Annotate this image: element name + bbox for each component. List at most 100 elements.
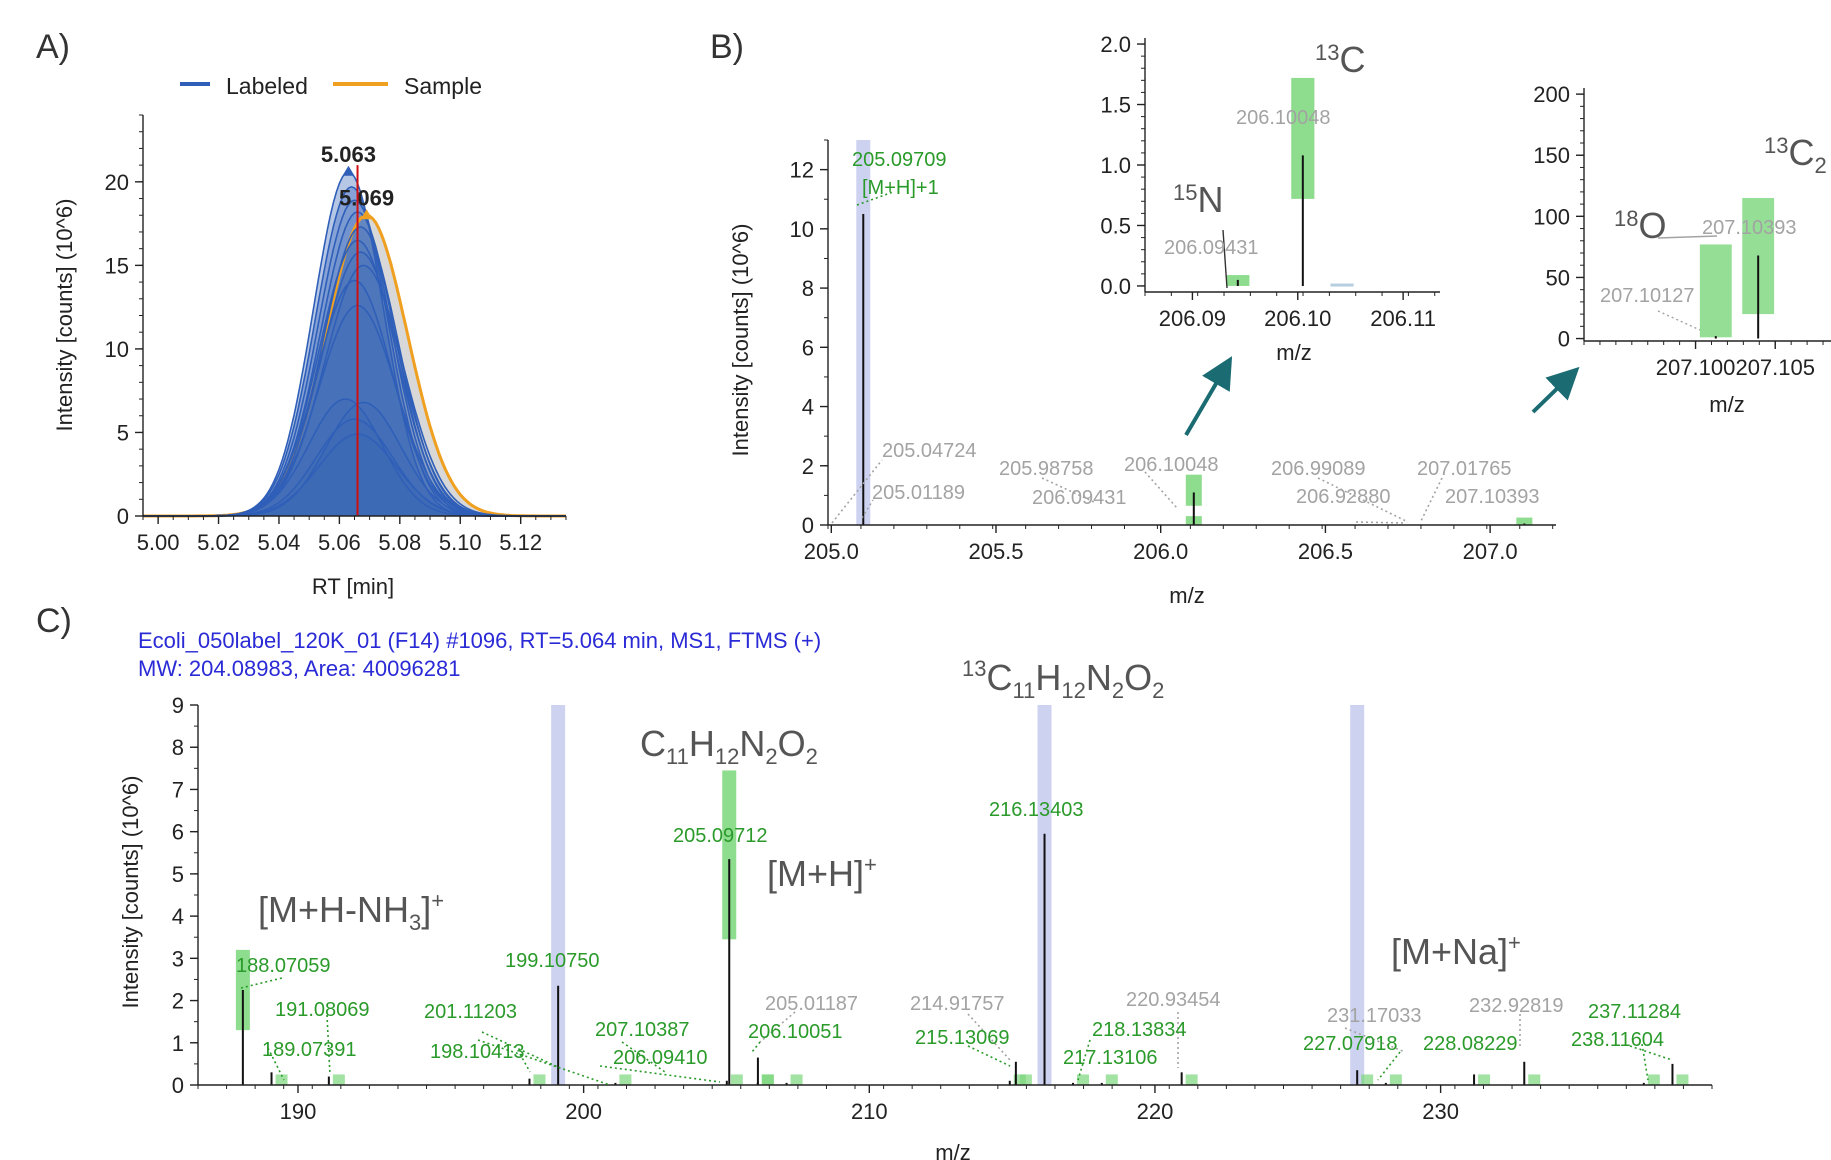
y-tick-label: 0 [1558, 327, 1570, 352]
y-tick-label: 150 [1533, 143, 1570, 168]
leader-c-206.10051 [751, 1041, 761, 1053]
isotope-tile [1647, 1074, 1660, 1085]
panel-b-ylabel: Intensity [counts] (10^6) [728, 224, 753, 457]
leader-c-191.08069 [326, 1014, 331, 1076]
x-tick-label: 5.10 [439, 530, 482, 555]
y-tick-label: 12 [790, 158, 814, 183]
leader-b-205.04724 [831, 459, 883, 524]
isotope-13c: 13C [1315, 39, 1365, 80]
y-tick-label: 0 [172, 1073, 184, 1098]
labeled-area [143, 305, 566, 516]
x-tick-label: 206.11 [1370, 306, 1436, 331]
y-tick-label: 1.0 [1100, 153, 1131, 178]
isotope-box [722, 770, 737, 940]
panel-a-ylabel: Intensity [counts] (10^6) [52, 199, 77, 432]
isotope-tile [619, 1074, 632, 1085]
c-label-205.01187: 205.01187 [765, 993, 858, 1015]
leader-c-206.09410 [599, 1065, 721, 1083]
x-tick-label: 206.5 [1298, 539, 1353, 564]
leader-c-237.11284 [1641, 1043, 1649, 1081]
y-tick-label: 5 [172, 862, 184, 887]
b-label-205.04724: 205.04724 [882, 440, 977, 462]
isotope-tile [332, 1074, 345, 1085]
annotation-m-h-nh3: [M+H-NH3]+ [258, 888, 444, 935]
leader-b-206.92880 [1355, 521, 1406, 524]
y-tick-label: 6 [172, 820, 184, 845]
c-label-228.08229: 228.08229 [1423, 1033, 1518, 1055]
annotation-m-h: [M+H]+ [767, 852, 877, 894]
leader-b-205.09709 [856, 191, 894, 206]
b-label-mh1: [M+H]+1 [862, 177, 939, 199]
labeled-area [143, 399, 566, 516]
isotope-tile [533, 1074, 546, 1085]
legend-labeled: Labeled [226, 73, 308, 99]
x-tick-label: 5.02 [197, 530, 240, 555]
leader-c-188.07059 [240, 977, 283, 989]
y-tick-label: 2 [802, 454, 814, 479]
y-tick-label: 6 [802, 335, 814, 360]
leader-inset1-206.09431 [1222, 229, 1228, 289]
x-tick-label: 207.105 [1735, 355, 1815, 380]
leader-inset2-207.10127 [1657, 310, 1701, 331]
inset2-xlabel: m/z [1709, 392, 1744, 417]
y-tick-label: 15 [105, 253, 129, 278]
isotope-tile [761, 1074, 774, 1085]
panel-label-a: A) [36, 28, 70, 66]
y-tick-label: 2.0 [1100, 32, 1131, 57]
isotope-tile [1528, 1074, 1541, 1085]
y-tick-label: 7 [172, 777, 184, 802]
x-tick-label: 206.10 [1264, 306, 1331, 331]
y-tick-label: 10 [105, 337, 129, 362]
b-label-205.01189: 205.01189 [872, 482, 965, 504]
leader-b-206.10048 [1144, 471, 1178, 509]
isotope-tile [1105, 1074, 1118, 1085]
c-label-217.13106: 217.13106 [1063, 1047, 1158, 1069]
leader-c-207.10387 [621, 1041, 666, 1073]
b-label-206.09431: 206.09431 [1032, 487, 1127, 509]
y-tick-label: 50 [1546, 265, 1570, 290]
y-tick-label: 1 [172, 1031, 184, 1056]
c-label-220.93454: 220.93454 [1126, 989, 1221, 1011]
x-tick-label: 210 [851, 1099, 888, 1124]
scan-header-line-2: MW: 204.08983, Area: 40096281 [138, 656, 461, 681]
labeled-area [143, 211, 566, 516]
y-tick-label: 0.0 [1100, 274, 1131, 299]
y-tick-label: 4 [802, 395, 814, 420]
apex-label: 5.063 [321, 142, 376, 167]
apex-label: 5.069 [339, 185, 394, 210]
highlight-band [1350, 705, 1365, 1085]
leader-b-205.01189 [861, 499, 874, 519]
legend-sample: Sample [404, 73, 482, 99]
isotope-tile [1361, 1074, 1374, 1085]
y-tick-label: 1.5 [1100, 93, 1131, 118]
isotope-tile [1013, 1074, 1026, 1085]
c-label-188.07059: 188.07059 [236, 955, 331, 977]
x-tick-label: 5.12 [499, 530, 542, 555]
sample-area [143, 215, 566, 517]
panel-c-chart: Ecoli_050label_120K_01 (F14) #1096, RT=5… [118, 628, 1713, 1160]
panel-b-inset-1: 206.09 206.10 206.11 0.0 0.5 1.0 1.5 2.0 206.10… [1100, 32, 1440, 365]
panel-b-chart: 205.0 205.5 206.0 206.5 207.0 0 2 4 6 8 10 12 205.0… [728, 139, 1580, 608]
c-label-216.13403: 216.13403 [989, 799, 1084, 821]
labeled-area [143, 240, 566, 517]
y-tick-label: 100 [1533, 204, 1570, 229]
y-tick-label: 0 [802, 513, 814, 538]
c-label-215.13069: 215.13069 [915, 1027, 1010, 1049]
leader-c-214.91757 [967, 1013, 1011, 1061]
b-label-206.10048: 206.10048 [1124, 454, 1219, 476]
isotope-tile [1389, 1074, 1402, 1085]
isotope-tile [1019, 1074, 1032, 1085]
isotope-tile [1478, 1074, 1491, 1085]
labeled-area [143, 226, 566, 516]
leader-c-201.11203 [481, 1031, 561, 1069]
c-label-206.09410: 206.09410 [613, 1047, 708, 1069]
panel-c-ylabel: Intensity [counts] (10^6) [118, 776, 143, 1009]
isotope-tile [275, 1074, 288, 1085]
labeled-area [143, 171, 566, 517]
labeled-area [143, 434, 566, 516]
y-tick-label: 5 [117, 420, 129, 445]
isotope-box [1185, 474, 1202, 506]
leader-b-207.01765 [1419, 477, 1443, 524]
c-label-231.17033: 231.17033 [1327, 1005, 1422, 1027]
